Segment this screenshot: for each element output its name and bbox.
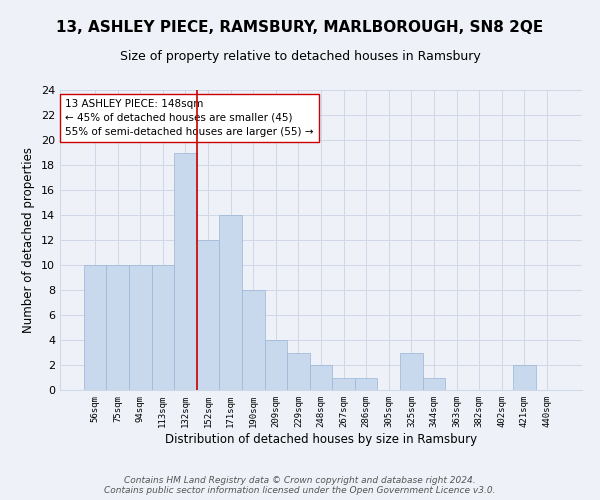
Bar [287, 352, 310, 390]
Bar [84, 265, 106, 390]
Bar [242, 290, 265, 390]
Bar [265, 340, 287, 390]
Text: Contains HM Land Registry data © Crown copyright and database right 2024.
Contai: Contains HM Land Registry data © Crown c… [104, 476, 496, 495]
Y-axis label: Number of detached properties: Number of detached properties [22, 147, 35, 333]
Bar [152, 265, 174, 390]
Text: 13 ASHLEY PIECE: 148sqm
← 45% of detached houses are smaller (45)
55% of semi-de: 13 ASHLEY PIECE: 148sqm ← 45% of detache… [65, 99, 314, 137]
Bar [220, 215, 242, 390]
Bar [106, 265, 129, 390]
Text: 13, ASHLEY PIECE, RAMSBURY, MARLBOROUGH, SN8 2QE: 13, ASHLEY PIECE, RAMSBURY, MARLBOROUGH,… [56, 20, 544, 35]
Text: Size of property relative to detached houses in Ramsbury: Size of property relative to detached ho… [119, 50, 481, 63]
Bar [400, 352, 422, 390]
Bar [513, 365, 536, 390]
Bar [422, 378, 445, 390]
X-axis label: Distribution of detached houses by size in Ramsbury: Distribution of detached houses by size … [165, 432, 477, 446]
Bar [355, 378, 377, 390]
Bar [310, 365, 332, 390]
Bar [129, 265, 152, 390]
Bar [174, 152, 197, 390]
Bar [332, 378, 355, 390]
Bar [197, 240, 220, 390]
